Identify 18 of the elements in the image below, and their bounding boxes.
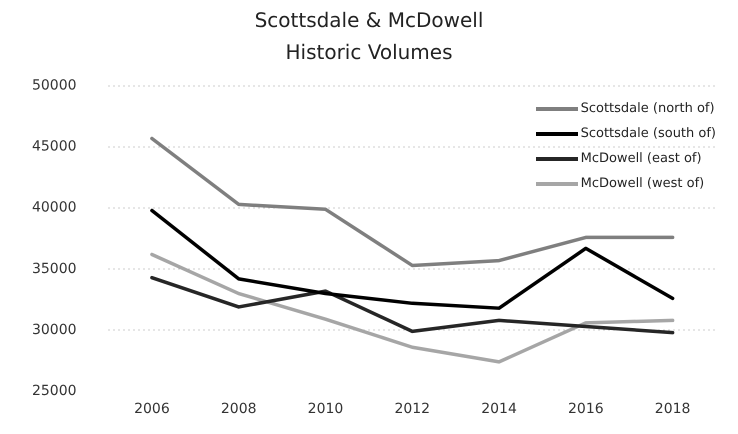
x-tick-label: 2014 [481,401,517,418]
x-tick-label: 2006 [134,401,170,418]
y-tick-label: 30000 [32,322,77,338]
x-tick-label: 2018 [654,401,690,418]
x-tick-label: 2008 [220,401,257,418]
x-tick-label: 2010 [308,401,344,418]
chart-title: Scottsdale & McDowell Historic Volumes [254,7,484,66]
y-tick-label: 50000 [32,78,77,94]
x-tick-label: 2016 [568,401,604,418]
y-tick-label: 35000 [32,260,77,277]
y-tick-label: 25000 [32,382,77,399]
legend-label: McDowell (west of) [580,176,704,191]
legend-label: Scottsdale (north of) [580,101,715,116]
legend-label: McDowell (east of) [580,151,702,166]
x-tick-label: 2012 [394,401,430,418]
legend-label: Scottsdale (south of) [580,126,716,141]
y-tick-label: 45000 [32,138,77,155]
y-tick-label: 40000 [32,200,77,216]
